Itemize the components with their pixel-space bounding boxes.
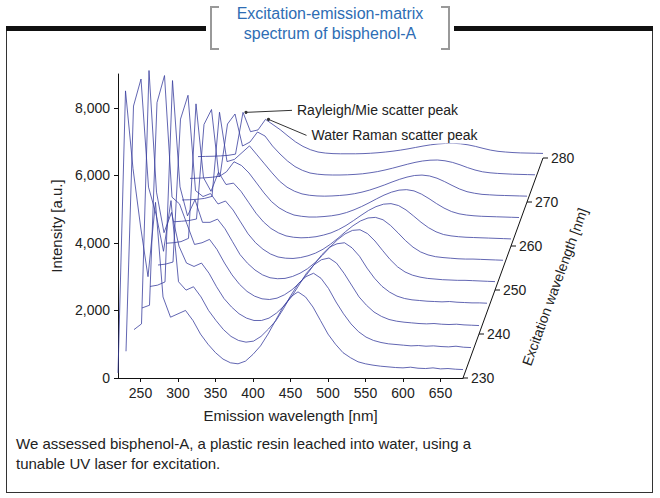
svg-text:270: 270 [535, 194, 559, 210]
svg-text:0: 0 [102, 370, 110, 386]
svg-text:230: 230 [471, 370, 495, 386]
svg-text:Intensity [a.u.]: Intensity [a.u.] [48, 179, 65, 272]
svg-text:350: 350 [204, 385, 228, 401]
svg-text:2,000: 2,000 [75, 302, 110, 318]
svg-text:Excitation wavelength [nm]: Excitation wavelength [nm] [519, 206, 591, 368]
svg-text:8,000: 8,000 [75, 100, 110, 116]
svg-text:250: 250 [503, 282, 527, 298]
svg-text:400: 400 [241, 385, 265, 401]
html-text:Excitation-emission-matrix spe: Excitation-emission-matrix spectrum of b… [236, 5, 424, 42]
svg-text:250: 250 [129, 385, 153, 401]
svg-text:650: 650 [429, 385, 453, 401]
svg-text:500: 500 [316, 385, 340, 401]
svg-text:Water Raman scatter peak: Water Raman scatter peak [312, 127, 479, 143]
svg-text:280: 280 [551, 150, 575, 166]
svg-text:4,000: 4,000 [75, 235, 110, 251]
svg-text:260: 260 [519, 238, 543, 254]
svg-text:240: 240 [487, 326, 511, 342]
svg-text:600: 600 [391, 385, 415, 401]
svg-text:550: 550 [354, 385, 378, 401]
svg-text:Rayleigh/Mie scatter peak: Rayleigh/Mie scatter peak [297, 102, 459, 118]
svg-text:450: 450 [279, 385, 303, 401]
html-text:We assessed bisphenol-A, a pla: We assessed bisphenol-A, a plastic resin… [16, 435, 471, 472]
svg-text:300: 300 [166, 385, 190, 401]
svg-text:Emission wavelength [nm]: Emission wavelength [nm] [203, 407, 377, 424]
svg-text:6,000: 6,000 [75, 167, 110, 183]
